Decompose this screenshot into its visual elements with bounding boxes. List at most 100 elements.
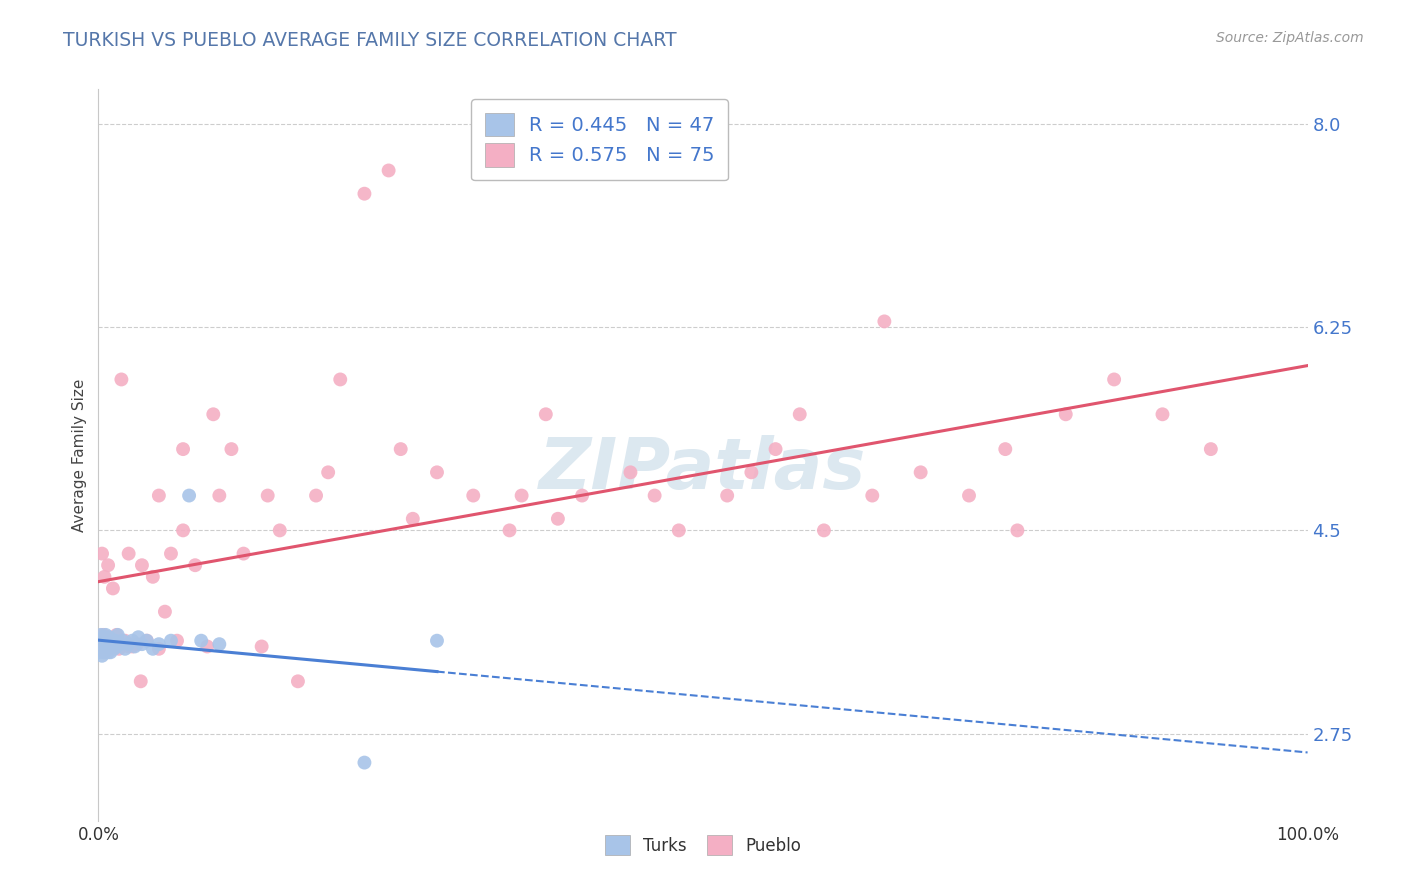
Point [100,633,122,648]
Point [93,570,115,584]
Point [94,628,117,642]
Point [250,640,273,654]
Point [118,640,141,654]
Point [619,466,641,480]
Text: ZIPatlas: ZIPatlas [540,435,866,504]
Point [114,641,136,656]
Point [97,645,120,659]
Point [994,442,1017,456]
Point [114,633,136,648]
Point [98,641,121,656]
Point [142,570,165,584]
Point [172,442,194,456]
Point [90,628,112,642]
Point [389,442,412,456]
Point [789,407,811,421]
Point [129,674,152,689]
Point [534,407,557,421]
Point [160,547,183,561]
Point [94,637,117,651]
Point [860,489,883,503]
Point [148,641,170,656]
Point [118,637,141,651]
Point [121,633,143,648]
Point [1102,372,1125,386]
Point [91,648,114,663]
Point [90,641,112,656]
Point [316,466,339,480]
Point [121,640,143,654]
Point [98,637,121,651]
Point [957,489,980,503]
Point [221,442,243,456]
Point [135,633,157,648]
Text: TURKISH VS PUEBLO AVERAGE FAMILY SIZE CORRELATION CHART: TURKISH VS PUEBLO AVERAGE FAMILY SIZE CO… [63,31,676,50]
Point [111,633,134,648]
Point [91,640,114,654]
Point [353,186,375,201]
Point [740,466,762,480]
Point [103,637,125,651]
Point [910,466,932,480]
Point [90,645,112,659]
Y-axis label: Average Family Size: Average Family Size [72,378,87,532]
Point [668,524,690,538]
Point [94,637,117,651]
Point [426,633,449,648]
Point [96,630,118,644]
Point [96,633,118,648]
Point [269,524,291,538]
Point [124,640,146,654]
Point [256,489,278,503]
Point [100,640,122,654]
Point [202,407,225,421]
Point [108,641,131,656]
Point [93,640,115,654]
Point [142,641,165,656]
Point [1199,442,1222,456]
Point [547,512,569,526]
Point [127,637,149,651]
Point [813,524,835,538]
Point [97,640,120,654]
Text: Source: ZipAtlas.com: Source: ZipAtlas.com [1216,31,1364,45]
Point [91,547,114,561]
Point [1007,524,1029,538]
Point [101,637,124,651]
Point [148,637,170,651]
Point [305,489,328,503]
Point [208,637,231,651]
Point [91,628,114,642]
Point [89,641,111,656]
Point [89,633,111,648]
Point [93,645,115,659]
Point [571,489,593,503]
Point [127,630,149,644]
Point [426,466,449,480]
Point [100,633,122,648]
Point [93,633,115,648]
Point [104,633,127,648]
Point [93,645,115,659]
Point [148,489,170,503]
Point [1152,407,1174,421]
Point [377,163,399,178]
Point [190,633,212,648]
Point [103,641,125,656]
Point [101,582,124,596]
Point [110,372,132,386]
Point [195,640,218,654]
Point [510,489,533,503]
Point [108,637,131,651]
Point [96,641,118,656]
Point [105,628,128,642]
Point [179,489,201,503]
Point [105,640,128,654]
Point [208,489,231,503]
Point [98,630,121,644]
Legend: Turks, Pueblo: Turks, Pueblo [596,827,810,863]
Point [160,633,183,648]
Point [287,674,309,689]
Point [153,605,176,619]
Point [172,524,194,538]
